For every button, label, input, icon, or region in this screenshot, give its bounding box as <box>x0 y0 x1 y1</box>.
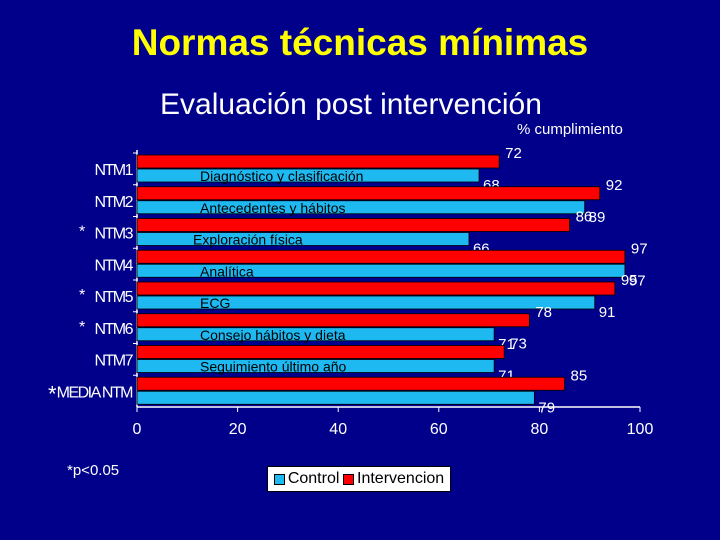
bar-control-ntm7 <box>136 359 495 373</box>
value-label-intervention-4: 95 <box>621 272 638 289</box>
bar-intervention-ntm7 <box>136 345 505 359</box>
bar-control-ntm6 <box>136 327 495 342</box>
bar-intervention-ntm6 <box>136 313 530 328</box>
bar-description-6: Seguimiento último año <box>200 359 347 375</box>
x-tick-label-60: 60 <box>430 421 448 438</box>
bar-description-0: Diagnóstico y clasificación <box>200 168 363 184</box>
bar-intervention-ntm2 <box>136 186 601 201</box>
value-label-intervention-0: 72 <box>505 145 522 162</box>
bar-description-1: Antecedentes y hábitos <box>200 200 346 216</box>
value-label-intervention-2: 86 <box>576 209 593 226</box>
bar-description-2: Exploración física <box>193 232 303 248</box>
bar-control-media-ntm <box>136 390 535 405</box>
bar-intervention-ntm5 <box>136 281 616 296</box>
x-tick-label-0: 0 <box>133 421 142 438</box>
category-label-7: MEDIA NTM <box>57 384 134 401</box>
value-label-intervention-3: 97 <box>631 240 648 257</box>
x-tick-label-80: 80 <box>531 421 549 438</box>
legend-item-control: Control <box>273 470 340 488</box>
category-label-5: NTM6 <box>94 321 133 338</box>
x-tick-label-20: 20 <box>229 421 247 438</box>
legend-swatch-control <box>273 473 285 485</box>
category-label-6: NTM7 <box>94 353 133 370</box>
unit-label: % cumplimiento <box>517 121 623 138</box>
category-label-1: NTM2 <box>94 194 133 211</box>
value-label-intervention-6: 73 <box>510 336 527 353</box>
value-label-control-4: 91 <box>599 304 616 321</box>
bar-control-ntm1 <box>136 168 480 183</box>
value-label-intervention-1: 92 <box>606 177 623 194</box>
significance-marker-5: * <box>79 319 85 336</box>
value-label-intervention-5: 78 <box>535 304 552 321</box>
bar-description-5: Consejo hábitos y dieta <box>200 327 346 343</box>
slide-title: Normas técnicas mínimas <box>131 22 589 63</box>
bar-description-3: Analítica <box>200 263 254 279</box>
bar-control-ntm3 <box>136 232 470 246</box>
x-tick-label-100: 100 <box>627 421 654 438</box>
category-label-3: NTM4 <box>94 257 133 274</box>
bar-intervention-ntm1 <box>136 154 500 169</box>
category-label-2: NTM3 <box>94 226 133 243</box>
x-tick-label-40: 40 <box>329 421 347 438</box>
bar-intervention-media-ntm <box>136 376 565 391</box>
value-label-control-1: 89 <box>589 209 606 226</box>
value-label-control-7: 79 <box>538 399 555 416</box>
bar-description-4: ECG <box>200 295 230 311</box>
bar-control-ntm5 <box>136 295 596 310</box>
footnote: *p<0.05 <box>67 462 120 479</box>
legend-label-intervention: Intervencion <box>357 470 445 487</box>
bar-control-ntm2 <box>136 200 586 215</box>
bar-intervention-ntm3 <box>136 218 570 232</box>
category-label-4: NTM5 <box>94 289 133 306</box>
chart-legend: Control Intervencion <box>267 466 451 492</box>
legend-item-intervention: Intervencion <box>343 470 444 488</box>
significance-marker-7: * <box>48 381 57 406</box>
significance-marker-4: * <box>79 287 85 304</box>
significance-marker-2: * <box>79 224 85 241</box>
chart-subtitle: Evaluación post intervención <box>160 88 542 121</box>
legend-swatch-intervention <box>343 473 355 485</box>
bar-intervention-ntm4 <box>136 249 626 264</box>
category-label-0: NTM1 <box>94 162 133 179</box>
value-label-intervention-7: 85 <box>571 367 588 384</box>
value-label-control-3: 97 <box>629 272 646 289</box>
bar-control-ntm4 <box>136 263 626 278</box>
legend-label-control: Control <box>287 470 340 487</box>
